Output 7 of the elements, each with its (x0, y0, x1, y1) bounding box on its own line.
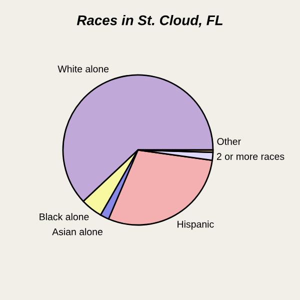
slice-label: 2 or more races (216, 153, 284, 160)
chart-title: Races in St. Cloud, FL (76, 15, 222, 28)
slice-label: White alone (58, 65, 109, 72)
slice-label: Hispanic (178, 220, 214, 230)
slice-label: Asian alone (52, 228, 102, 236)
slice-label: Other (217, 138, 241, 145)
slice-label: Black alone (40, 213, 89, 220)
